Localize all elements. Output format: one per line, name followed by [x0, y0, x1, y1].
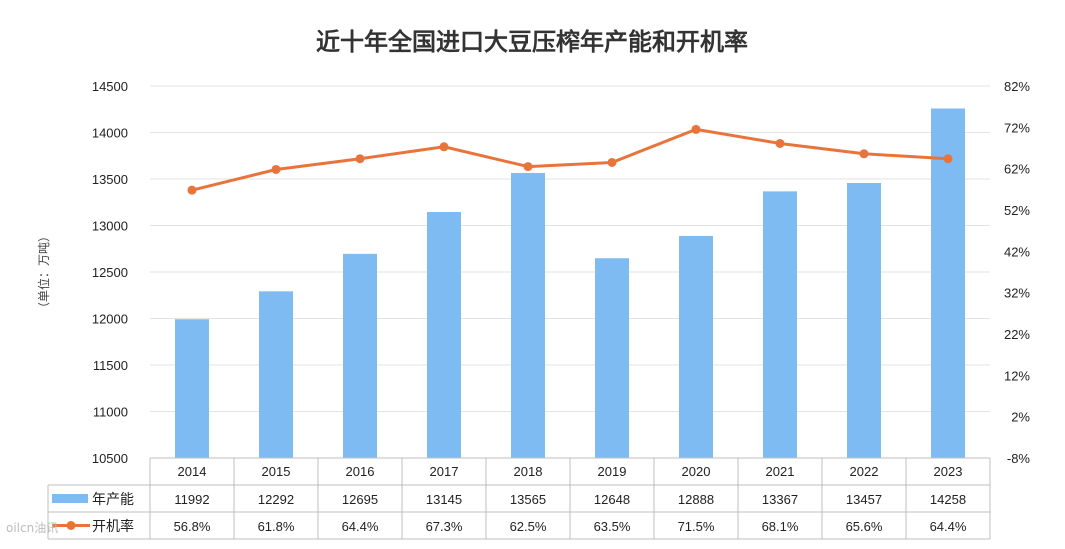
- legend-bar-swatch: [52, 494, 88, 503]
- legend-line-marker: [66, 521, 76, 530]
- rate-value-label: 62.5%: [510, 519, 547, 534]
- left-tick-label: 14500: [92, 79, 128, 94]
- right-tick-label: 82%: [1004, 79, 1030, 94]
- left-tick-label: 12000: [92, 312, 128, 327]
- rate-value-label: 68.1%: [762, 519, 799, 534]
- line-point: [355, 154, 365, 164]
- bar: [931, 108, 965, 459]
- left-tick-label: 12500: [92, 265, 128, 280]
- left-tick-label: 11000: [93, 405, 128, 420]
- left-tick-label: 14000: [92, 126, 128, 141]
- bar-value-label: 12695: [342, 492, 378, 507]
- left-tick-label: 11500: [93, 358, 128, 373]
- line-point: [775, 138, 785, 148]
- bar-value-label: 13145: [426, 492, 462, 507]
- bar-value-label: 13565: [510, 492, 546, 507]
- rate-value-label: 71.5%: [678, 519, 715, 534]
- line-point: [607, 157, 617, 167]
- line-point: [523, 162, 533, 172]
- y-axis-label: （单位：万吨）: [36, 230, 51, 314]
- bar-value-label: 12292: [258, 492, 294, 507]
- bar: [847, 182, 881, 458]
- left-tick-label: 10500: [92, 451, 128, 466]
- rate-value-label: 67.3%: [426, 519, 463, 534]
- category-label: 2017: [430, 464, 459, 479]
- line-point: [943, 154, 953, 164]
- bar-value-label: 13367: [762, 492, 798, 507]
- right-tick-label: 52%: [1004, 203, 1030, 218]
- category-label: 2016: [346, 464, 375, 479]
- right-tick-label: -8%: [1007, 451, 1031, 466]
- category-label: 2021: [766, 464, 795, 479]
- data-table: 2014 2015 2016 2017 2018 2019 2020 2021 2022 2023…: [47, 457, 991, 540]
- rate-value-label: 56.8%: [174, 519, 211, 534]
- line-point: [691, 124, 701, 134]
- right-tick-label: 62%: [1004, 162, 1030, 177]
- line-point: [187, 185, 197, 195]
- bar: [763, 191, 797, 458]
- bar: [511, 172, 545, 458]
- category-label: 2023: [934, 464, 963, 479]
- line-point: [859, 149, 869, 159]
- bar-series: [175, 108, 965, 459]
- category-label: 2019: [598, 464, 627, 479]
- bar: [679, 235, 713, 458]
- bar: [595, 258, 629, 458]
- right-tick-label: 72%: [1004, 120, 1030, 135]
- bar: [427, 212, 461, 458]
- rate-value-label: 64.4%: [342, 519, 379, 534]
- left-axis-ticks: 10500 11000 11500 12000 12500 13000 13500 14000…: [92, 79, 128, 466]
- bar-value-label: 11992: [174, 492, 209, 507]
- line-point: [439, 142, 449, 152]
- rate-value-label: 63.5%: [594, 519, 631, 534]
- bar: [259, 291, 293, 458]
- bar: [343, 253, 377, 458]
- right-tick-label: 12%: [1004, 368, 1030, 383]
- legend-line-label: 开机率: [92, 518, 134, 535]
- right-tick-label: 42%: [1004, 244, 1030, 259]
- bar-value-label: 12648: [594, 492, 630, 507]
- category-label: 2018: [514, 464, 543, 479]
- rate-value-label: 64.4%: [930, 519, 967, 534]
- bar-value-label: 14258: [930, 492, 966, 507]
- rate-value-label: 61.8%: [258, 519, 295, 534]
- line-series: [187, 124, 953, 195]
- legend-bar-label: 年产能: [92, 492, 134, 508]
- right-tick-label: 2%: [1011, 410, 1030, 425]
- chart-title: 近十年全国进口大豆压榨年产能和开机率: [316, 28, 748, 56]
- bar-value-label: 12888: [678, 492, 714, 507]
- rate-line: [191, 127, 949, 192]
- category-label: 2020: [682, 464, 711, 479]
- line-point: [271, 164, 281, 174]
- bar-value-label: 13457: [846, 492, 882, 507]
- bar: [175, 319, 209, 458]
- category-label: 2022: [850, 464, 879, 479]
- right-tick-label: 32%: [1004, 286, 1030, 301]
- right-tick-label: 22%: [1004, 327, 1030, 342]
- category-label: 2014: [178, 464, 207, 479]
- left-tick-label: 13500: [92, 172, 128, 187]
- watermark: oilcn油讯: [6, 521, 58, 535]
- rate-value-label: 65.6%: [846, 519, 883, 534]
- category-label: 2015: [262, 464, 291, 479]
- left-tick-label: 13000: [92, 219, 128, 234]
- right-axis-ticks: -8% 2% 12% 22% 32% 42% 52% 62% 72% 82%: [1004, 79, 1030, 466]
